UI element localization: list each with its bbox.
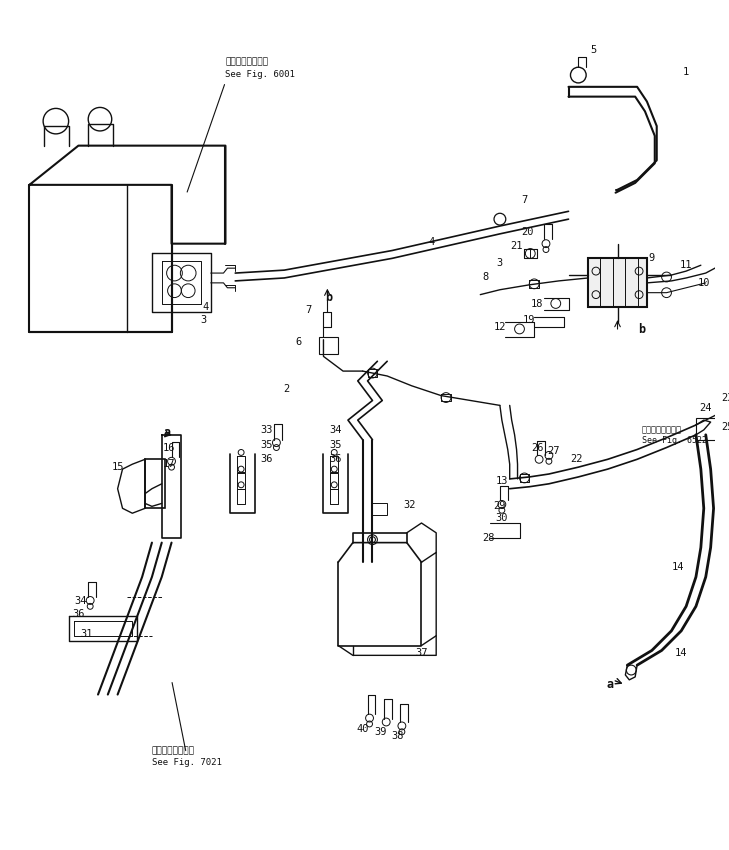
- Text: 1: 1: [683, 67, 689, 77]
- Text: See Fig. 6001: See Fig. 6001: [225, 70, 295, 78]
- Text: 17: 17: [163, 459, 175, 469]
- Text: 12: 12: [494, 322, 506, 332]
- Text: b: b: [639, 323, 646, 337]
- Text: 5: 5: [590, 44, 596, 54]
- Text: a: a: [163, 427, 170, 439]
- Text: 22: 22: [570, 454, 582, 464]
- Text: 35: 35: [329, 439, 341, 450]
- Text: 7: 7: [305, 305, 312, 315]
- Text: 7: 7: [521, 195, 528, 205]
- Text: 25: 25: [721, 422, 729, 432]
- Text: 20: 20: [521, 227, 534, 237]
- Text: 33: 33: [260, 425, 273, 435]
- Bar: [588, 258, 647, 308]
- Text: 3: 3: [200, 315, 207, 325]
- Text: 38: 38: [391, 731, 404, 740]
- Text: 35: 35: [260, 439, 273, 450]
- Text: 18: 18: [531, 299, 543, 309]
- Bar: [696, 418, 720, 439]
- Text: 40: 40: [356, 724, 369, 734]
- Text: 23: 23: [721, 393, 729, 403]
- Text: 26: 26: [531, 443, 543, 452]
- Text: 10: 10: [698, 278, 710, 288]
- Bar: [145, 459, 165, 508]
- Text: 29: 29: [494, 502, 506, 512]
- Text: 21: 21: [510, 241, 523, 251]
- Text: 34: 34: [329, 425, 341, 435]
- Text: b: b: [325, 291, 332, 304]
- Text: See Fig. 7021: See Fig. 7021: [152, 757, 222, 767]
- Text: 8: 8: [482, 272, 488, 282]
- Text: See Fig. 6522: See Fig. 6522: [642, 436, 707, 445]
- Text: 14: 14: [675, 649, 687, 659]
- Text: 28: 28: [482, 533, 494, 542]
- Text: 36: 36: [260, 454, 273, 464]
- Text: 11: 11: [680, 260, 693, 270]
- Text: 30: 30: [496, 513, 508, 523]
- Text: 31: 31: [80, 629, 93, 639]
- Text: 第６５２２図参照: 第６５２２図参照: [642, 425, 682, 434]
- Text: 37: 37: [416, 649, 428, 659]
- Bar: [319, 337, 338, 354]
- Text: 27: 27: [547, 446, 560, 456]
- Text: 13: 13: [496, 476, 508, 486]
- Text: 36: 36: [72, 609, 85, 619]
- Text: 第６００１図参照: 第６００１図参照: [225, 58, 268, 67]
- Text: 36: 36: [329, 454, 341, 464]
- Text: 9: 9: [649, 253, 655, 264]
- Bar: [373, 503, 387, 515]
- Text: 4: 4: [428, 236, 434, 246]
- Text: 19: 19: [523, 315, 536, 325]
- Text: 32: 32: [403, 501, 416, 510]
- Text: 4: 4: [203, 303, 209, 313]
- Text: 34: 34: [74, 597, 87, 606]
- Text: 39: 39: [374, 727, 386, 737]
- Text: 3: 3: [496, 258, 503, 269]
- Text: 15: 15: [112, 462, 124, 472]
- Text: 14: 14: [672, 562, 685, 572]
- Text: 16: 16: [163, 443, 175, 452]
- Text: a: a: [606, 678, 613, 691]
- Text: 6: 6: [296, 337, 302, 347]
- Text: 第７０２１図参照: 第７０２１図参照: [152, 746, 195, 755]
- Text: 2: 2: [283, 383, 289, 394]
- Text: 24: 24: [700, 404, 712, 413]
